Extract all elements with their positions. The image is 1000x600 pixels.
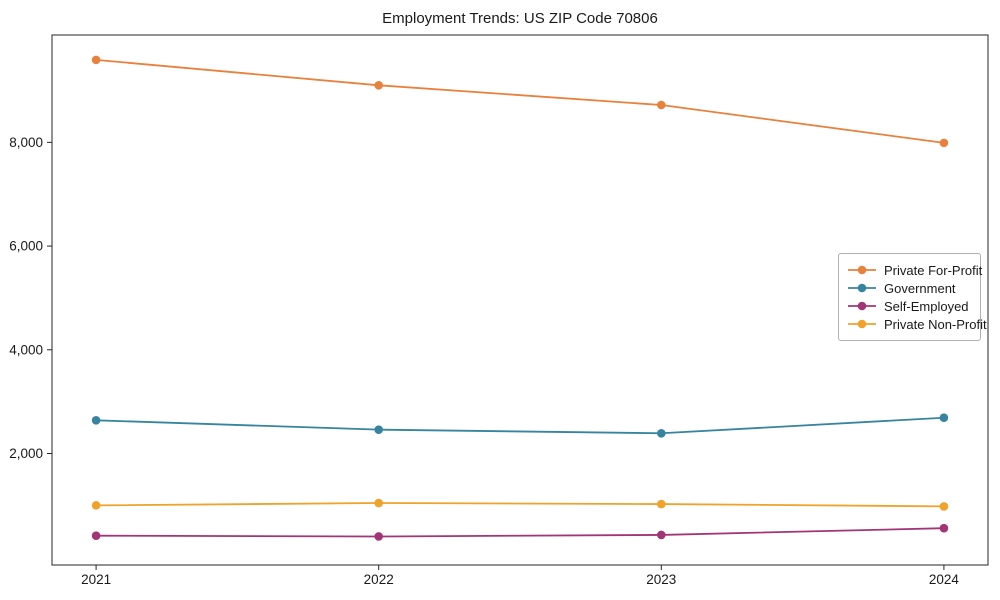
y-tick-label: 8,000: [9, 135, 43, 150]
data-point-government-2024: [939, 413, 949, 423]
x-tick-label: 2024: [929, 572, 960, 587]
legend-swatch-icon: [848, 265, 876, 275]
series-line-self-employed: [96, 527, 944, 538]
series-line-government: [96, 416, 944, 435]
data-point-self-employed-2023: [657, 530, 666, 540]
data-point-private-for-profit-2023: [657, 100, 666, 110]
legend-label: Government: [884, 280, 956, 296]
chart-title: Employment Trends: US ZIP Code 70806: [382, 10, 658, 27]
data-point-private-for-profit-2024: [939, 138, 949, 148]
data-point-private-non-profit-2021: [91, 501, 101, 510]
legend-label: Self-Employed: [884, 298, 969, 314]
data-point-private-non-profit-2024: [939, 502, 949, 511]
data-point-government-2021: [91, 416, 101, 425]
data-point-private-for-profit-2022: [374, 81, 383, 90]
data-point-government-2022: [374, 425, 383, 434]
legend: Private For-Profit Government Self-Employe…: [838, 253, 987, 341]
data-point-private-non-profit-2022: [374, 498, 383, 508]
data-point-government-2023: [657, 428, 666, 438]
data-point-self-employed-2022: [374, 532, 383, 541]
data-point-self-employed-2021: [91, 531, 101, 540]
legend-item-private-for-profit: Private For-Profit: [847, 261, 982, 279]
legend-swatch-icon: [848, 283, 876, 293]
legend-label: Private For-Profit: [884, 262, 983, 278]
y-tick-label: 6,000: [9, 239, 43, 254]
data-point-private-for-profit-2021: [91, 55, 101, 65]
legend-item-self-employed: Self-Employed: [847, 297, 971, 315]
y-tick-label: 4,000: [9, 342, 43, 357]
x-tick-label: 2021: [81, 572, 111, 587]
legend-swatch-icon: [848, 301, 876, 311]
axes-frame: [51, 34, 989, 566]
data-point-private-non-profit-2023: [657, 499, 666, 509]
legend-item-government: Government: [847, 279, 971, 297]
legend-label: Private Non-Profit: [884, 316, 987, 332]
y-tick-label: 2,000: [9, 446, 43, 461]
series-line-private-for-profit: [96, 58, 945, 144]
data-point-self-employed-2024: [939, 523, 949, 533]
x-tick-label: 2022: [364, 572, 394, 587]
legend-item-private-non-profit: Private Non-Profit: [847, 315, 987, 333]
series-line-private-non-profit: [96, 502, 944, 508]
x-tick-label: 2023: [646, 572, 676, 587]
legend-swatch-icon: [848, 319, 876, 329]
